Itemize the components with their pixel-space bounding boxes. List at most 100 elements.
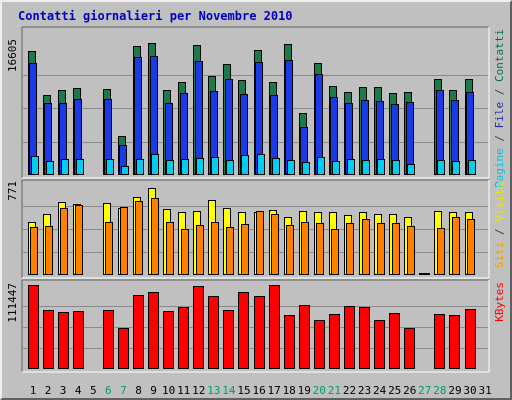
bar-siti-day-10 <box>166 222 174 275</box>
panel-top: 16605 Pagine / File / Contatti <box>6 26 506 188</box>
bar-pagine-day-8 <box>136 159 144 175</box>
bar-pagine-day-4 <box>76 159 84 175</box>
bar-pagine-day-1 <box>31 156 39 175</box>
max-value-label: 771 <box>6 181 19 201</box>
x-tick-label: 14 <box>222 384 236 397</box>
bar-kbytes-day-8 <box>133 295 144 369</box>
bar-siti-day-30 <box>467 219 475 275</box>
x-tick-label: 30 <box>463 384 476 397</box>
bar-pagine-day-2 <box>46 161 54 175</box>
bar-siti-day-9 <box>151 198 159 275</box>
bar-pagine-day-6 <box>106 159 114 175</box>
bar-siti-day-17 <box>271 214 279 275</box>
x-tick-label: 6 <box>105 384 112 397</box>
bar-siti-day-7 <box>120 207 128 275</box>
legend-separator: / <box>493 82 506 102</box>
x-tick-label: 27 <box>418 384 431 397</box>
bar-siti-day-2 <box>45 226 53 275</box>
x-tick-label: 9 <box>150 384 157 397</box>
bar-pagine-day-23 <box>362 160 370 175</box>
bar-kbytes-day-25 <box>389 313 400 369</box>
bar-pagine-day-11 <box>181 159 189 175</box>
bar-kbytes-day-24 <box>374 320 385 369</box>
x-tick-label: 21 <box>328 384 341 397</box>
x-tick-label: 16 <box>252 384 265 397</box>
legend-separator: / <box>493 222 506 242</box>
max-value-label: 111447 <box>6 283 19 323</box>
bar-pagine-day-29 <box>452 161 460 175</box>
bar-kbytes-day-16 <box>254 296 265 369</box>
bar-kbytes-day-17 <box>269 285 280 369</box>
bar-siti-day-19 <box>301 222 309 275</box>
bar-siti-day-12 <box>196 225 204 275</box>
bar-kbytes-day-13 <box>208 296 219 369</box>
bar-file-day-8 <box>134 57 142 175</box>
bar-pagine-day-17 <box>272 158 280 175</box>
panel-mid: 771 Siti / Visite <box>6 179 506 279</box>
bar-siti-day-3 <box>60 208 68 275</box>
series-pagine <box>31 154 476 175</box>
bar-pagine-day-30 <box>468 160 476 175</box>
bar-siti-day-24 <box>377 223 385 275</box>
bar-pagine-day-28 <box>437 160 445 175</box>
x-tick-label: 22 <box>343 384 356 397</box>
bar-pagine-day-19 <box>302 162 310 175</box>
bar-siti-day-4 <box>75 205 83 275</box>
bar-pagine-day-12 <box>196 158 204 175</box>
bar-siti-day-20 <box>316 223 324 275</box>
bar-kbytes-day-10 <box>163 311 174 369</box>
series-file <box>29 56 474 175</box>
bar-file-day-18 <box>285 60 293 175</box>
bar-siti-day-13 <box>211 222 219 275</box>
bar-pagine-day-18 <box>287 160 295 175</box>
bar-pagine-day-26 <box>407 164 415 175</box>
x-tick-label: 23 <box>358 384 371 397</box>
series-siti <box>30 198 475 275</box>
panel-bottom: 111447 KBytes <box>6 279 506 373</box>
x-tick-label: 7 <box>120 384 127 397</box>
bar-kbytes-day-1 <box>28 285 39 369</box>
chart-title: Contatti giornalieri per Novembre 2010 <box>18 9 293 23</box>
bar-kbytes-day-20 <box>314 320 325 369</box>
bar-siti-day-27 <box>422 273 430 275</box>
bar-kbytes-day-12 <box>193 286 204 369</box>
bar-kbytes-day-18 <box>284 315 295 369</box>
bar-kbytes-day-4 <box>73 311 84 369</box>
x-tick-label: 5 <box>90 384 97 397</box>
x-tick-label: 29 <box>448 384 461 397</box>
bar-siti-day-6 <box>105 222 113 275</box>
bar-kbytes-day-14 <box>223 310 234 369</box>
bar-pagine-day-25 <box>392 160 400 175</box>
x-tick-label: 19 <box>298 384 311 397</box>
bar-kbytes-day-21 <box>329 314 340 369</box>
bar-pagine-day-24 <box>377 159 385 175</box>
bar-pagine-day-7 <box>121 166 129 175</box>
bar-siti-day-28 <box>437 228 445 275</box>
x-tick-label: 2 <box>45 384 52 397</box>
bar-file-day-12 <box>195 61 203 175</box>
bar-siti-day-16 <box>256 211 264 275</box>
bar-kbytes-day-19 <box>299 305 310 369</box>
bar-siti-day-18 <box>286 225 294 275</box>
bar-pagine-day-9 <box>151 154 159 175</box>
legend-entry: KBytes <box>493 282 506 322</box>
bar-kbytes-day-23 <box>359 307 370 369</box>
bar-kbytes-day-29 <box>449 315 460 369</box>
bar-siti-day-21 <box>331 229 339 275</box>
x-tick-label: 13 <box>207 384 220 397</box>
bar-kbytes-day-26 <box>404 328 415 369</box>
x-tick-label: 28 <box>433 384 446 397</box>
bar-pagine-day-20 <box>317 157 325 175</box>
bar-kbytes-day-7 <box>118 328 129 369</box>
x-tick-label: 3 <box>60 384 67 397</box>
bar-kbytes-day-30 <box>465 309 476 369</box>
bar-siti-day-15 <box>241 224 249 275</box>
series-kbytes <box>28 285 476 369</box>
x-tick-label: 31 <box>478 384 491 397</box>
bar-siti-day-14 <box>226 227 234 275</box>
x-tick-label: 11 <box>177 384 190 397</box>
bar-siti-day-26 <box>407 226 415 275</box>
bar-siti-day-22 <box>346 223 354 275</box>
bar-file-day-26 <box>406 102 414 175</box>
